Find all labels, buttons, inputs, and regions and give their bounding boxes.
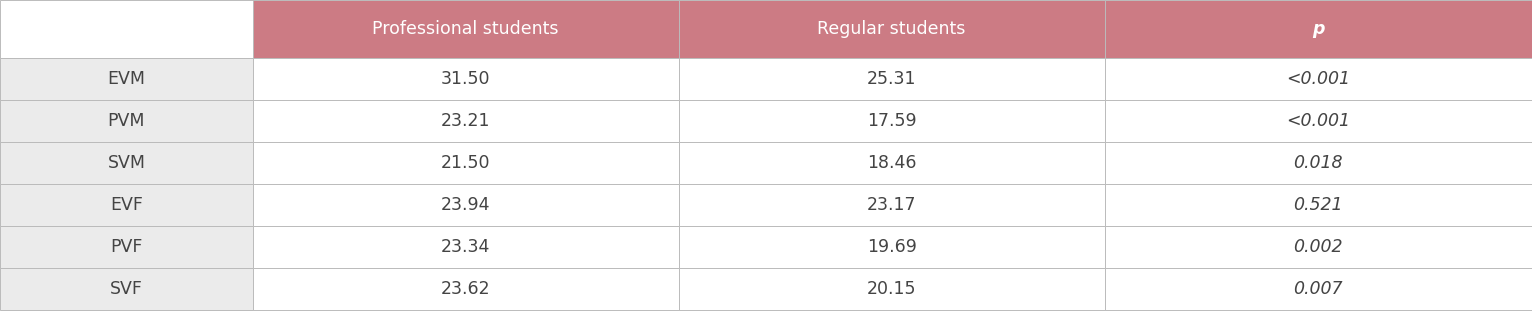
Bar bbox=[253, 100, 679, 142]
Bar bbox=[679, 58, 1105, 100]
Text: 23.21: 23.21 bbox=[441, 112, 490, 130]
Text: SVM: SVM bbox=[107, 154, 146, 172]
Bar bbox=[679, 100, 1105, 142]
Text: 0.521: 0.521 bbox=[1293, 196, 1344, 214]
Text: 20.15: 20.15 bbox=[867, 280, 916, 298]
Bar bbox=[679, 0, 1105, 58]
Bar bbox=[1105, 0, 1532, 58]
Text: 0.002: 0.002 bbox=[1293, 238, 1344, 256]
Bar bbox=[0, 58, 253, 100]
Text: 23.17: 23.17 bbox=[867, 196, 916, 214]
Bar bbox=[0, 226, 253, 268]
Bar bbox=[0, 0, 253, 58]
Bar bbox=[1105, 100, 1532, 142]
Text: <0.001: <0.001 bbox=[1287, 112, 1350, 130]
Text: PVF: PVF bbox=[110, 238, 142, 256]
Bar bbox=[253, 58, 679, 100]
Text: 21.50: 21.50 bbox=[441, 154, 490, 172]
Text: 23.34: 23.34 bbox=[441, 238, 490, 256]
Text: 31.50: 31.50 bbox=[441, 70, 490, 88]
Bar bbox=[253, 226, 679, 268]
Bar bbox=[1105, 58, 1532, 100]
Text: 18.46: 18.46 bbox=[867, 154, 916, 172]
Text: EVF: EVF bbox=[110, 196, 142, 214]
Bar bbox=[679, 226, 1105, 268]
Text: SVF: SVF bbox=[110, 280, 142, 298]
Bar bbox=[253, 268, 679, 310]
Text: 23.94: 23.94 bbox=[441, 196, 490, 214]
Text: 25.31: 25.31 bbox=[867, 70, 916, 88]
Text: 0.018: 0.018 bbox=[1293, 154, 1344, 172]
Bar bbox=[253, 184, 679, 226]
Bar bbox=[679, 268, 1105, 310]
Text: PVM: PVM bbox=[107, 112, 146, 130]
Text: Regular students: Regular students bbox=[818, 20, 965, 38]
Text: Professional students: Professional students bbox=[372, 20, 559, 38]
Bar bbox=[0, 184, 253, 226]
Text: 19.69: 19.69 bbox=[867, 238, 916, 256]
Bar bbox=[0, 100, 253, 142]
Text: EVM: EVM bbox=[107, 70, 146, 88]
Bar bbox=[679, 142, 1105, 184]
Text: p: p bbox=[1311, 20, 1325, 38]
Bar bbox=[1105, 142, 1532, 184]
Bar bbox=[253, 0, 679, 58]
Bar bbox=[1105, 226, 1532, 268]
Text: 17.59: 17.59 bbox=[867, 112, 916, 130]
Bar bbox=[1105, 268, 1532, 310]
Text: <0.001: <0.001 bbox=[1287, 70, 1350, 88]
Text: 0.007: 0.007 bbox=[1293, 280, 1344, 298]
Text: 23.62: 23.62 bbox=[441, 280, 490, 298]
Bar bbox=[253, 142, 679, 184]
Bar bbox=[0, 268, 253, 310]
Bar bbox=[1105, 184, 1532, 226]
Bar bbox=[679, 184, 1105, 226]
Bar bbox=[0, 142, 253, 184]
